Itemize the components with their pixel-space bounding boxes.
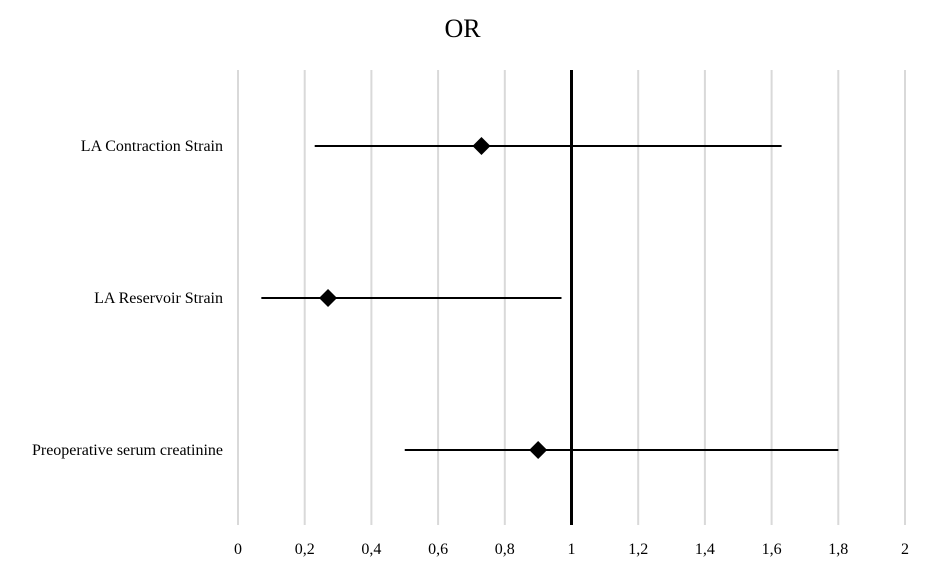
x-tick-label: 0,4 xyxy=(361,541,381,558)
x-tick-label: 2 xyxy=(901,541,909,558)
chart-title: OR xyxy=(444,14,481,43)
x-tick-labels: 0 0,2 0,4 0,6 0,8 1 1,2 1,4 1,6 1,8 2 xyxy=(234,541,909,558)
x-tick-label: 1,4 xyxy=(695,541,715,558)
or-point-marker xyxy=(472,137,491,155)
x-tick-label: 0,2 xyxy=(295,541,315,558)
category-label: LA Reservoir Strain xyxy=(94,290,223,307)
or-point-marker xyxy=(319,289,338,307)
x-tick-label: 0 xyxy=(234,541,242,558)
category-label: LA Contraction Strain xyxy=(81,138,223,155)
x-tick-label: 0,8 xyxy=(495,541,515,558)
x-tick-label: 1,6 xyxy=(762,541,782,558)
data-rows: LA Contraction Strain LA Reservoir Strain… xyxy=(32,137,839,459)
or-point-marker xyxy=(529,441,548,459)
x-tick-label: 1,8 xyxy=(828,541,848,558)
x-tick-label: 1,2 xyxy=(628,541,648,558)
x-tick-label: 1 xyxy=(568,541,576,558)
x-tick-label: 0,6 xyxy=(428,541,448,558)
category-label: Preoperative serum creatinine xyxy=(32,442,223,459)
